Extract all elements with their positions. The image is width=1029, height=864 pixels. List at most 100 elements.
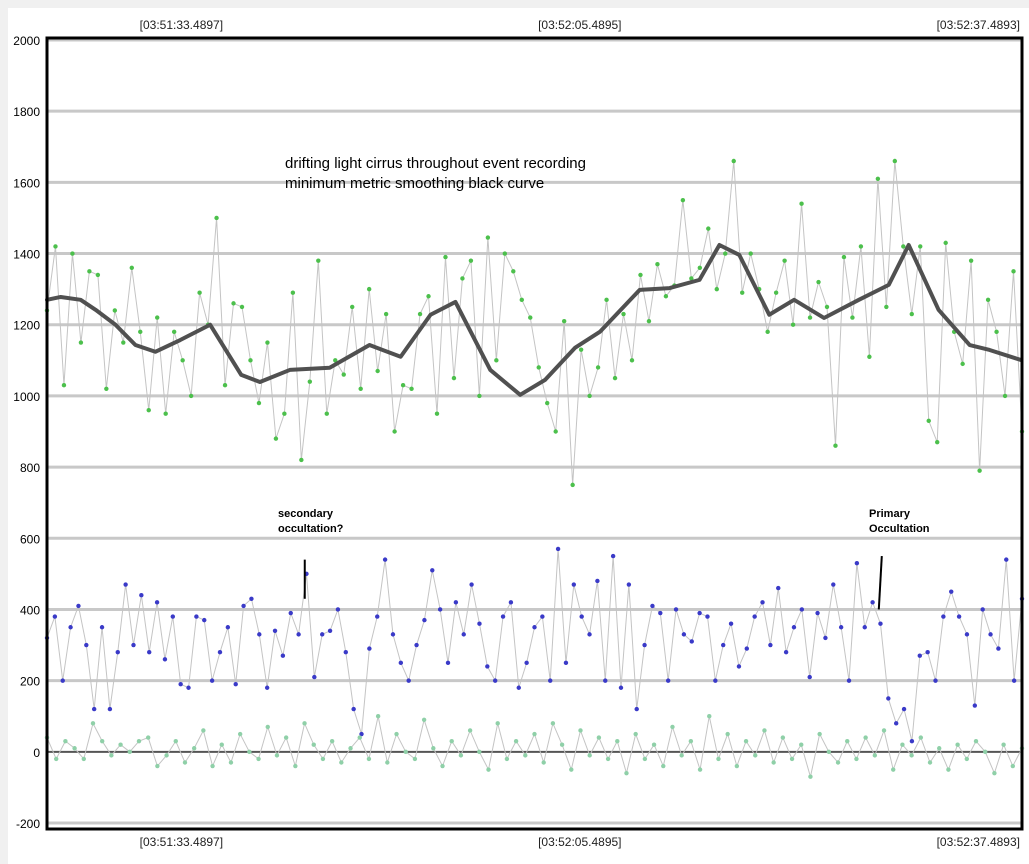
comparison-point [139, 593, 144, 598]
comparison-point [964, 632, 970, 637]
comparison-point [532, 625, 537, 630]
background-point [762, 728, 767, 733]
target-point [188, 393, 194, 399]
series-layer [44, 158, 1025, 779]
target-point [612, 375, 618, 381]
comparison-point [713, 678, 718, 683]
comparison-point [414, 642, 419, 648]
target-point [248, 358, 253, 363]
comparison-point [76, 603, 81, 609]
target-point [426, 294, 431, 299]
background-point [118, 742, 123, 747]
background-point [633, 731, 638, 737]
target-point [638, 272, 643, 278]
comparison-point [736, 664, 742, 669]
comparison-point [430, 568, 435, 573]
x-tick-label-bottom: [03:52:05.4895] [538, 835, 621, 849]
comparison-point [862, 625, 867, 630]
target-point [714, 286, 719, 292]
background-point [477, 749, 482, 755]
target-point [536, 365, 541, 370]
comparison-point [917, 653, 922, 658]
comparison-point [563, 660, 569, 666]
comparison-point [689, 639, 694, 644]
comparison-point [186, 685, 191, 690]
background-point [642, 756, 648, 762]
comparison-point [359, 731, 364, 737]
target-point [121, 340, 126, 345]
target-point [553, 429, 558, 434]
background-point [550, 721, 556, 726]
target-point [417, 311, 423, 317]
comparison-point [233, 681, 238, 687]
target-point [299, 457, 304, 463]
comparison-point [178, 681, 183, 687]
target-point [646, 318, 652, 324]
target-point [392, 429, 397, 434]
target-point [197, 290, 202, 295]
comparison-point [665, 678, 671, 683]
background-point [615, 738, 620, 744]
x-tick-label-top: [03:52:37.4893] [937, 18, 1020, 32]
comparison-point [760, 600, 765, 605]
target-point [561, 318, 567, 324]
comparison-point [658, 610, 663, 616]
background-point [707, 714, 712, 719]
comparison-point [327, 628, 333, 634]
background-point [81, 756, 86, 762]
background-point [375, 714, 381, 719]
comparison-point [901, 706, 907, 712]
target-point [290, 290, 296, 295]
comparison-point [60, 678, 65, 683]
comparison-point [147, 649, 152, 655]
comparison-point [988, 632, 993, 637]
comparison-point [115, 649, 120, 655]
comparison-point [398, 660, 404, 666]
comparison-point [878, 621, 883, 626]
comparison-point [500, 614, 506, 619]
target-point [138, 329, 143, 335]
background-point [329, 738, 335, 744]
target-point [850, 315, 855, 320]
background-point [486, 767, 491, 772]
background-point [872, 753, 878, 758]
background-point [1010, 763, 1016, 769]
comparison-point [587, 632, 592, 637]
comparison-point [406, 678, 411, 683]
background-point [228, 760, 234, 765]
comparison-point [854, 560, 860, 566]
target-point [587, 393, 592, 399]
comparison-point [650, 603, 655, 609]
target-point [468, 258, 474, 263]
comparison-point [154, 600, 160, 605]
comparison-point [705, 614, 710, 619]
target-point [214, 215, 219, 221]
target-point [884, 304, 889, 310]
comparison-point [540, 614, 545, 619]
target-point [773, 290, 779, 295]
background-point [283, 735, 289, 740]
comparison-point [996, 646, 1001, 651]
background-point [679, 753, 684, 758]
target-point [689, 276, 694, 281]
annotation-label: secondary [278, 508, 334, 520]
target-point [816, 279, 821, 285]
target-point [104, 386, 109, 391]
target-point [53, 244, 58, 249]
comparison-point [422, 617, 427, 623]
comparison-point [492, 678, 498, 683]
comparison-point [949, 589, 954, 594]
target-point [833, 443, 838, 448]
target-point [621, 311, 626, 317]
target-point [977, 468, 982, 473]
background-point [799, 742, 804, 747]
y-tick-label: 1400 [13, 248, 40, 262]
comparison-point [1004, 557, 1009, 562]
comparison-point [312, 674, 317, 680]
target-point [366, 286, 372, 292]
series-target [44, 158, 1025, 488]
comparison-point [296, 632, 301, 637]
target-point [765, 329, 770, 335]
background-point [403, 749, 408, 755]
target-point [316, 258, 321, 263]
